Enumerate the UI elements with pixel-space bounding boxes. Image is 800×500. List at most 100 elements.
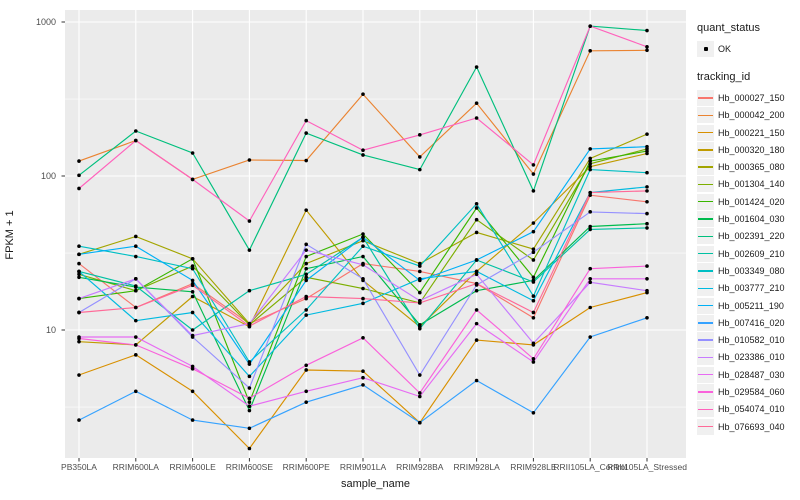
legend-item-Hb_029584_060: Hb_029584_060 [697, 383, 797, 400]
data-point [645, 170, 649, 175]
data-point [247, 324, 252, 328]
data-point [645, 149, 649, 153]
data-point [134, 284, 138, 288]
point-marker-icon [703, 46, 708, 51]
data-point [531, 247, 536, 251]
data-point [645, 264, 649, 268]
data-point [588, 156, 592, 161]
data-point [645, 185, 649, 189]
data-point [531, 280, 536, 284]
data-point [418, 269, 422, 274]
data-point [304, 254, 309, 259]
data-point [190, 290, 195, 294]
legend-item-Hb_005211_190: Hb_005211_190 [697, 297, 797, 314]
data-point [474, 101, 479, 105]
legend-key-box [697, 349, 714, 366]
x-axis-title: sample_name [340, 478, 411, 490]
data-point [361, 301, 365, 306]
data-point [531, 189, 536, 193]
data-point [361, 238, 365, 243]
data-point [304, 158, 309, 163]
data-point [645, 211, 649, 216]
legend-key-box [697, 401, 714, 418]
y-axis-title: FPKM + 1 [4, 210, 16, 260]
legend-title-quant-status: quant_status [697, 22, 760, 34]
data-point [588, 167, 592, 172]
x-tick-label: RRIM600SE [225, 462, 274, 472]
data-point [531, 298, 536, 303]
legend-item-Hb_000365_080: Hb_000365_080 [697, 158, 797, 176]
data-point [304, 272, 309, 277]
legend-key-line-icon [698, 149, 713, 151]
data-point [361, 232, 365, 236]
legend-item-Hb_000221_150: Hb_000221_150 [697, 124, 797, 141]
x-tick-label: RRIM928LE [510, 462, 557, 472]
data-point [190, 310, 195, 315]
legend-key-line-icon [698, 425, 713, 428]
data-point [190, 283, 195, 288]
data-point [304, 368, 309, 372]
data-point [474, 321, 479, 326]
data-point [418, 326, 422, 331]
legend-key-box [697, 418, 714, 435]
data-point [190, 264, 195, 268]
data-point [77, 296, 81, 301]
data-point [304, 118, 309, 123]
data-point [77, 339, 81, 344]
legend-item-label: Hb_002609_210 [718, 248, 785, 259]
legend-key-box [697, 366, 714, 383]
data-point [361, 153, 365, 157]
data-point [531, 316, 536, 320]
legend-item-Hb_000042_200: Hb_000042_200 [697, 107, 797, 124]
data-point [247, 404, 252, 409]
data-point [134, 244, 138, 249]
data-point [474, 272, 479, 277]
data-point [77, 418, 81, 422]
legend-item-label: Hb_029584_060 [718, 386, 785, 397]
data-point [247, 426, 252, 431]
data-point [418, 290, 422, 295]
data-point [361, 286, 365, 291]
legend-key-line-icon [698, 235, 713, 238]
legend-key-box [697, 40, 714, 57]
x-tick-label: RRII105LA_Control [553, 462, 628, 472]
legend-item-label: Hb_007416_020 [718, 317, 785, 328]
data-point [474, 281, 479, 286]
y-tick-label: 100 [40, 170, 56, 181]
data-point [645, 189, 649, 193]
legend-key-line-icon [698, 339, 713, 341]
data-point [247, 362, 252, 366]
data-point [304, 275, 309, 280]
data-point [588, 224, 592, 229]
data-point [247, 446, 252, 451]
data-point [418, 394, 422, 399]
data-point [247, 386, 252, 390]
data-point [531, 360, 536, 364]
data-point [418, 133, 422, 137]
data-point [361, 277, 365, 281]
data-point [361, 369, 365, 374]
legend-item-Hb_000027_150: Hb_000027_150 [697, 89, 797, 106]
data-point [418, 264, 422, 268]
data-point [77, 159, 81, 163]
x-tick-label: RRIM600PE [282, 462, 330, 472]
x-tick-label: RRIM901LA [339, 462, 387, 472]
data-point [361, 235, 365, 240]
data-point [77, 269, 81, 274]
legend-item-Hb_028487_030: Hb_028487_030 [697, 366, 797, 383]
legend-key-line-icon [698, 391, 713, 393]
legend-item-label: OK [718, 43, 732, 54]
legend: quant_status OK tracking_id Hb_000027_15… [697, 22, 797, 435]
legend-key-box [697, 193, 714, 210]
data-point [531, 172, 536, 176]
data-point [190, 294, 195, 299]
data-point [304, 242, 309, 247]
legend-key-line-icon [698, 408, 713, 410]
data-point [304, 278, 309, 283]
data-point [531, 258, 536, 262]
data-point [134, 129, 138, 133]
data-point [304, 266, 309, 271]
data-point [588, 335, 592, 339]
data-point [247, 248, 252, 252]
data-point [588, 266, 592, 271]
